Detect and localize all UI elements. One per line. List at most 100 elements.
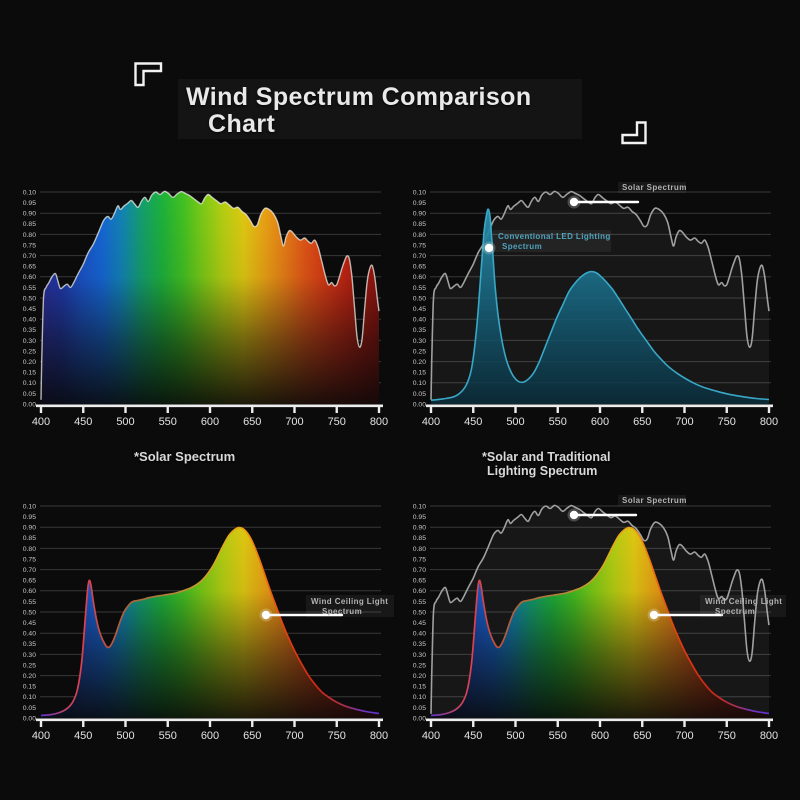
y-axis-label: 0.50 <box>23 609 36 616</box>
y-axis-label: 0.65 <box>413 264 426 271</box>
corner-bracket-top-left-icon <box>134 62 163 87</box>
annotation-backdrop <box>493 230 611 252</box>
y-axis-label: 0.50 <box>413 295 426 302</box>
annotation-backdrop <box>306 595 394 617</box>
wind-spectrum-curve <box>430 526 770 717</box>
page-title: Wind Spectrum Comparison Chart <box>186 84 532 138</box>
x-axis-label: 450 <box>74 416 92 428</box>
x-axis-label: 600 <box>591 730 609 742</box>
annotation-text: Spectrum <box>322 607 362 616</box>
y-axis-label: 0.70 <box>413 253 426 260</box>
y-axis-label: 0.60 <box>23 274 36 281</box>
spectrum-plot: 0.10 0.95 0.90 0.85 0.80 0.75 0.70 0.65 0.60 0.55… <box>413 182 778 428</box>
x-axis-label: 400 <box>422 730 440 742</box>
annotation-backdrop <box>618 182 686 193</box>
y-axis-label: 0.90 <box>23 211 36 218</box>
y-axis-label: 0.45 <box>23 306 36 313</box>
y-axis-label: 0.30 <box>413 652 426 659</box>
rainbow-bottom-fade <box>431 527 769 718</box>
x-axis-label: 800 <box>370 416 388 428</box>
x-axis-label: 500 <box>116 416 134 428</box>
x-axis-label: 650 <box>633 416 651 428</box>
y-axis-label: 0.65 <box>413 578 426 585</box>
x-axis-label: 550 <box>549 416 567 428</box>
y-axis-label: 0.65 <box>23 264 36 271</box>
y-axis-label: 0.05 <box>23 705 36 712</box>
y-axis-label: 0.45 <box>23 620 36 627</box>
annotation-text: Conventional LED Lighting <box>498 232 611 241</box>
y-axis-label: 0.55 <box>23 285 36 292</box>
callout-dot <box>261 610 271 620</box>
annotation-text: Spectrum <box>502 242 542 251</box>
x-axis-label: 650 <box>243 416 261 428</box>
y-axis-label: 0.20 <box>413 359 426 366</box>
x-axis-label: 700 <box>285 416 303 428</box>
x-axis-label: 650 <box>633 730 651 742</box>
y-axis-label: 0.40 <box>413 631 426 638</box>
rainbow-bottom-fade <box>41 527 379 718</box>
y-axis-label: 0.95 <box>413 200 426 207</box>
x-axis-label: 400 <box>32 416 50 428</box>
rainbow-bottom-fade <box>41 191 379 404</box>
y-axis-label: 0.15 <box>23 370 36 377</box>
x-axis-label: 450 <box>464 416 482 428</box>
callout-dot <box>569 197 579 207</box>
caption-solar-and-traditional: *Solar and Traditional Lighting Spectrum <box>482 450 611 478</box>
y-axis-label: 0.10 <box>413 503 426 510</box>
x-axis-label: 600 <box>201 416 219 428</box>
y-axis-label: 0.60 <box>413 274 426 281</box>
y-axis-label: 0.15 <box>413 370 426 377</box>
y-axis-label: 0.85 <box>23 221 36 228</box>
y-axis-label: 0.50 <box>23 295 36 302</box>
y-axis-label: 0.10 <box>413 694 426 701</box>
y-axis-label: 0.30 <box>23 338 36 345</box>
y-axis-label: 0.95 <box>23 514 36 521</box>
y-axis-label: 0.35 <box>413 641 426 648</box>
annotation-text: Wind Ceiling Light <box>705 597 782 606</box>
y-axis-label: 0.80 <box>413 232 426 239</box>
y-axis-label: 0.75 <box>413 242 426 249</box>
y-axis-label: 0.80 <box>413 546 426 553</box>
y-axis-label: 0.90 <box>413 211 426 218</box>
y-axis-label: 0.55 <box>23 599 36 606</box>
spectrum-plot: 0.10 0.95 0.90 0.85 0.80 0.75 0.70 0.65 0.60 0.55… <box>23 189 388 428</box>
wind-spectrum-curve <box>40 526 380 717</box>
x-axis-label: 400 <box>32 730 50 742</box>
y-axis-label: 0.95 <box>413 514 426 521</box>
spectrum-plot: 0.10 0.95 0.90 0.85 0.80 0.75 0.70 0.65 0.60 0.55… <box>23 503 394 742</box>
y-axis-label: 0.25 <box>413 348 426 355</box>
y-axis-label: 0.85 <box>23 535 36 542</box>
y-axis-label: 0.10 <box>413 189 426 196</box>
title-backdrop <box>178 79 582 139</box>
y-axis-label: 0.40 <box>23 631 36 638</box>
x-axis-label: 750 <box>328 730 346 742</box>
y-axis-label: 0.60 <box>23 588 36 595</box>
x-axis-label: 700 <box>285 730 303 742</box>
y-axis-label: 0.45 <box>413 306 426 313</box>
x-axis-label: 800 <box>370 730 388 742</box>
x-axis-label: 450 <box>74 730 92 742</box>
x-axis-label: 450 <box>464 730 482 742</box>
caption-solar-spectrum: *Solar Spectrum <box>134 449 236 464</box>
y-axis-label: 0.75 <box>413 556 426 563</box>
y-axis-label: 0.80 <box>23 232 36 239</box>
x-axis-label: 700 <box>675 730 693 742</box>
x-axis-label: 800 <box>760 416 778 428</box>
y-axis-label: 0.20 <box>23 673 36 680</box>
y-axis-label: 0.65 <box>23 578 36 585</box>
y-axis-label: 0.25 <box>23 662 36 669</box>
y-axis-label: 0.55 <box>413 285 426 292</box>
y-axis-label: 0.10 <box>23 380 36 387</box>
chart-solar-and-led-spectrum: 0.10 0.95 0.90 0.85 0.80 0.75 0.70 0.65 0.60 0.55… <box>390 178 790 434</box>
y-axis-label: 0.35 <box>413 327 426 334</box>
annotation-text: Solar Spectrum <box>622 183 687 192</box>
caption-right-line-2: Lighting Spectrum <box>487 463 598 478</box>
y-axis-label: 0.35 <box>23 327 36 334</box>
x-axis-label: 800 <box>760 730 778 742</box>
x-axis-label: 750 <box>718 730 736 742</box>
y-axis-label: 0.00 <box>23 715 36 722</box>
led-spectrum-curve <box>430 208 770 401</box>
led-spectrum-area <box>431 209 769 404</box>
y-axis-label: 0.10 <box>23 694 36 701</box>
